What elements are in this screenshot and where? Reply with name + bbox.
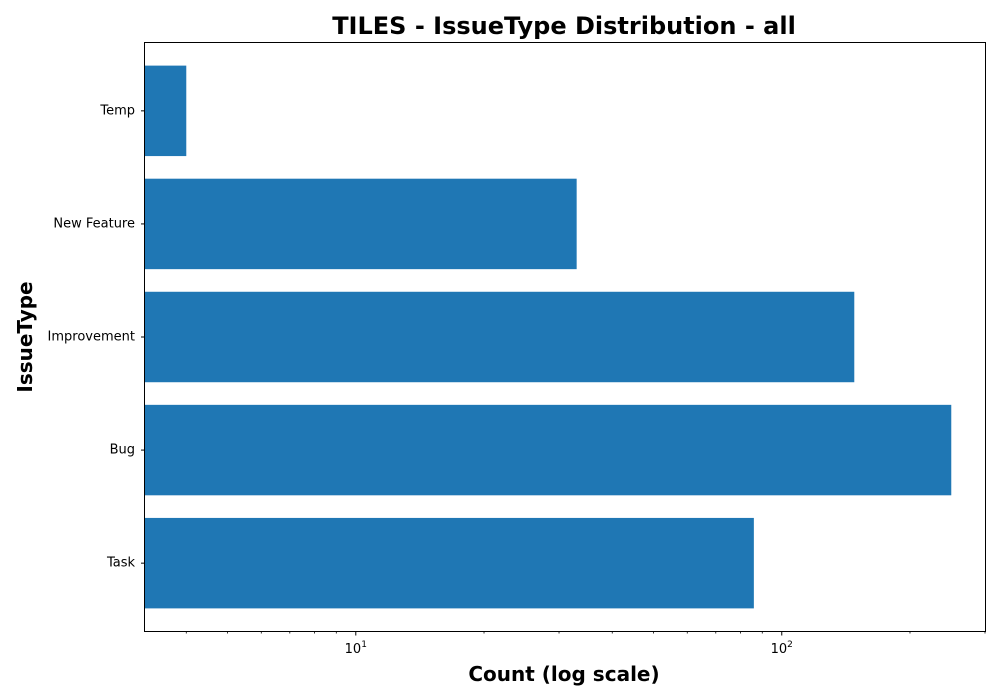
y-tick-label: Bug <box>110 443 135 458</box>
x-tick-label: 102 <box>771 640 793 657</box>
bar-temp <box>145 65 187 157</box>
bar-bug <box>145 404 952 496</box>
y-axis-label: IssueType <box>13 281 37 392</box>
y-tick-label: Temp <box>99 103 135 118</box>
y-tick-label: Task <box>106 556 136 571</box>
chart-title: TILES - IssueType Distribution - all <box>332 12 796 40</box>
y-axis-ticks: Task Bug Improvement New Feature Temp <box>48 103 145 571</box>
y-tick-label: Improvement <box>48 330 135 345</box>
bar-task <box>145 517 754 609</box>
bars-group <box>145 65 952 609</box>
x-tick-label: 101 <box>345 640 367 657</box>
bar-improvement <box>145 291 855 383</box>
x-axis-label: Count (log scale) <box>468 662 659 686</box>
x-axis-ticks: 101 102 <box>185 631 986 657</box>
y-tick-label: New Feature <box>53 216 135 231</box>
bar-new-feature <box>145 178 577 270</box>
